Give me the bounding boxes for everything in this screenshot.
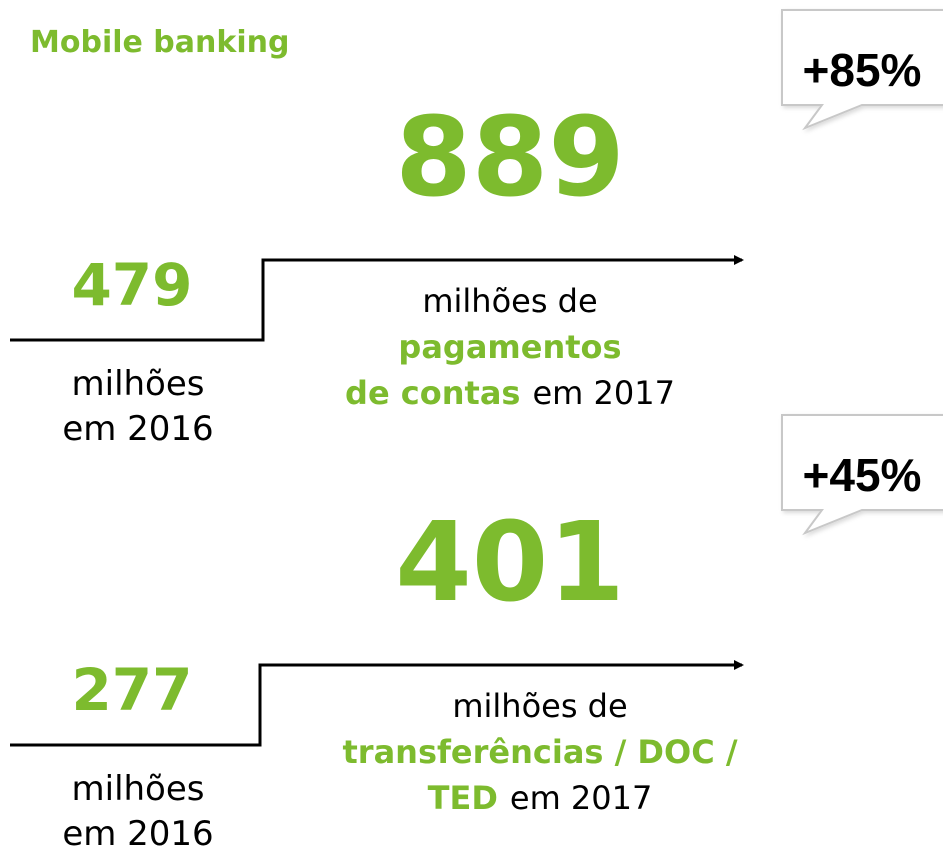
- description-line: TED em 2017: [428, 779, 653, 817]
- description-line: de contas em 2017: [345, 374, 675, 412]
- label-2016: em 2016: [62, 409, 213, 449]
- value-2017: 889: [395, 93, 625, 221]
- callout-bubble: [781, 9, 943, 131]
- label-2016: em 2016: [62, 814, 213, 851]
- step-arrow: [10, 255, 744, 342]
- description-segment: de contas: [345, 374, 520, 412]
- description-segment: pagamentos: [398, 328, 621, 366]
- description-segment: em 2017: [532, 374, 674, 412]
- description-segment: TED: [428, 779, 498, 817]
- value-2016: 479: [71, 251, 192, 319]
- description-line: milhões de: [452, 687, 627, 725]
- description-line: transferências / DOC /: [342, 733, 737, 771]
- label-2016: milhões: [72, 769, 205, 809]
- title: Mobile banking: [30, 25, 289, 60]
- label-2016: milhões: [72, 364, 205, 404]
- growth-label: +45%: [803, 449, 922, 501]
- description-segment: milhões de: [422, 282, 597, 320]
- description-segment: em 2017: [510, 779, 652, 817]
- description-line: milhões de: [422, 282, 597, 320]
- callout-bubble: [781, 414, 943, 536]
- growth-label: +85%: [803, 44, 922, 96]
- description-segment: milhões de: [452, 687, 627, 725]
- value-2017: 401: [395, 498, 625, 626]
- description-segment: transferências / DOC /: [342, 733, 737, 771]
- value-2016: 277: [71, 656, 192, 724]
- step-arrow: [10, 660, 744, 747]
- description-line: pagamentos: [398, 328, 621, 366]
